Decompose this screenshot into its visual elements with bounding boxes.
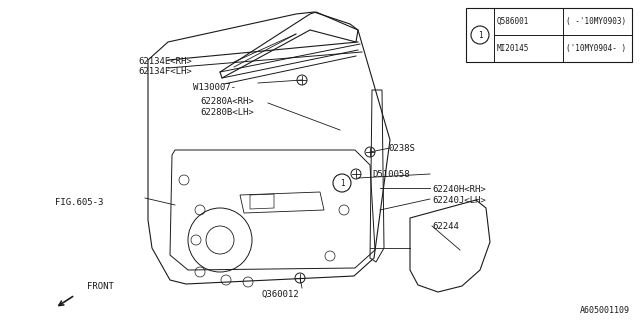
- Text: W130007-: W130007-: [193, 83, 236, 92]
- Text: 62134F<LH>: 62134F<LH>: [138, 67, 192, 76]
- Text: 1: 1: [477, 30, 483, 39]
- Text: 0238S: 0238S: [388, 144, 415, 153]
- Text: 62240H<RH>: 62240H<RH>: [432, 185, 486, 194]
- Text: FIG.605-3: FIG.605-3: [55, 198, 104, 207]
- Text: 62134E<RH>: 62134E<RH>: [138, 57, 192, 66]
- Text: D510058: D510058: [372, 170, 410, 179]
- Text: A605001109: A605001109: [580, 306, 630, 315]
- Text: ('10MY0904- ): ('10MY0904- ): [566, 44, 626, 53]
- Text: 1: 1: [340, 179, 344, 188]
- Text: 62280A<RH>: 62280A<RH>: [200, 97, 253, 106]
- Bar: [466, 8, 632, 62]
- Text: 62280B<LH>: 62280B<LH>: [200, 108, 253, 117]
- Text: 62244: 62244: [432, 222, 459, 231]
- Text: MI20145: MI20145: [497, 44, 529, 53]
- Text: 62240J<LH>: 62240J<LH>: [432, 196, 486, 205]
- Text: Q360012: Q360012: [262, 290, 300, 299]
- Text: FRONT: FRONT: [87, 282, 114, 291]
- Text: ( -'10MY0903): ( -'10MY0903): [566, 17, 626, 26]
- Text: Q586001: Q586001: [497, 17, 529, 26]
